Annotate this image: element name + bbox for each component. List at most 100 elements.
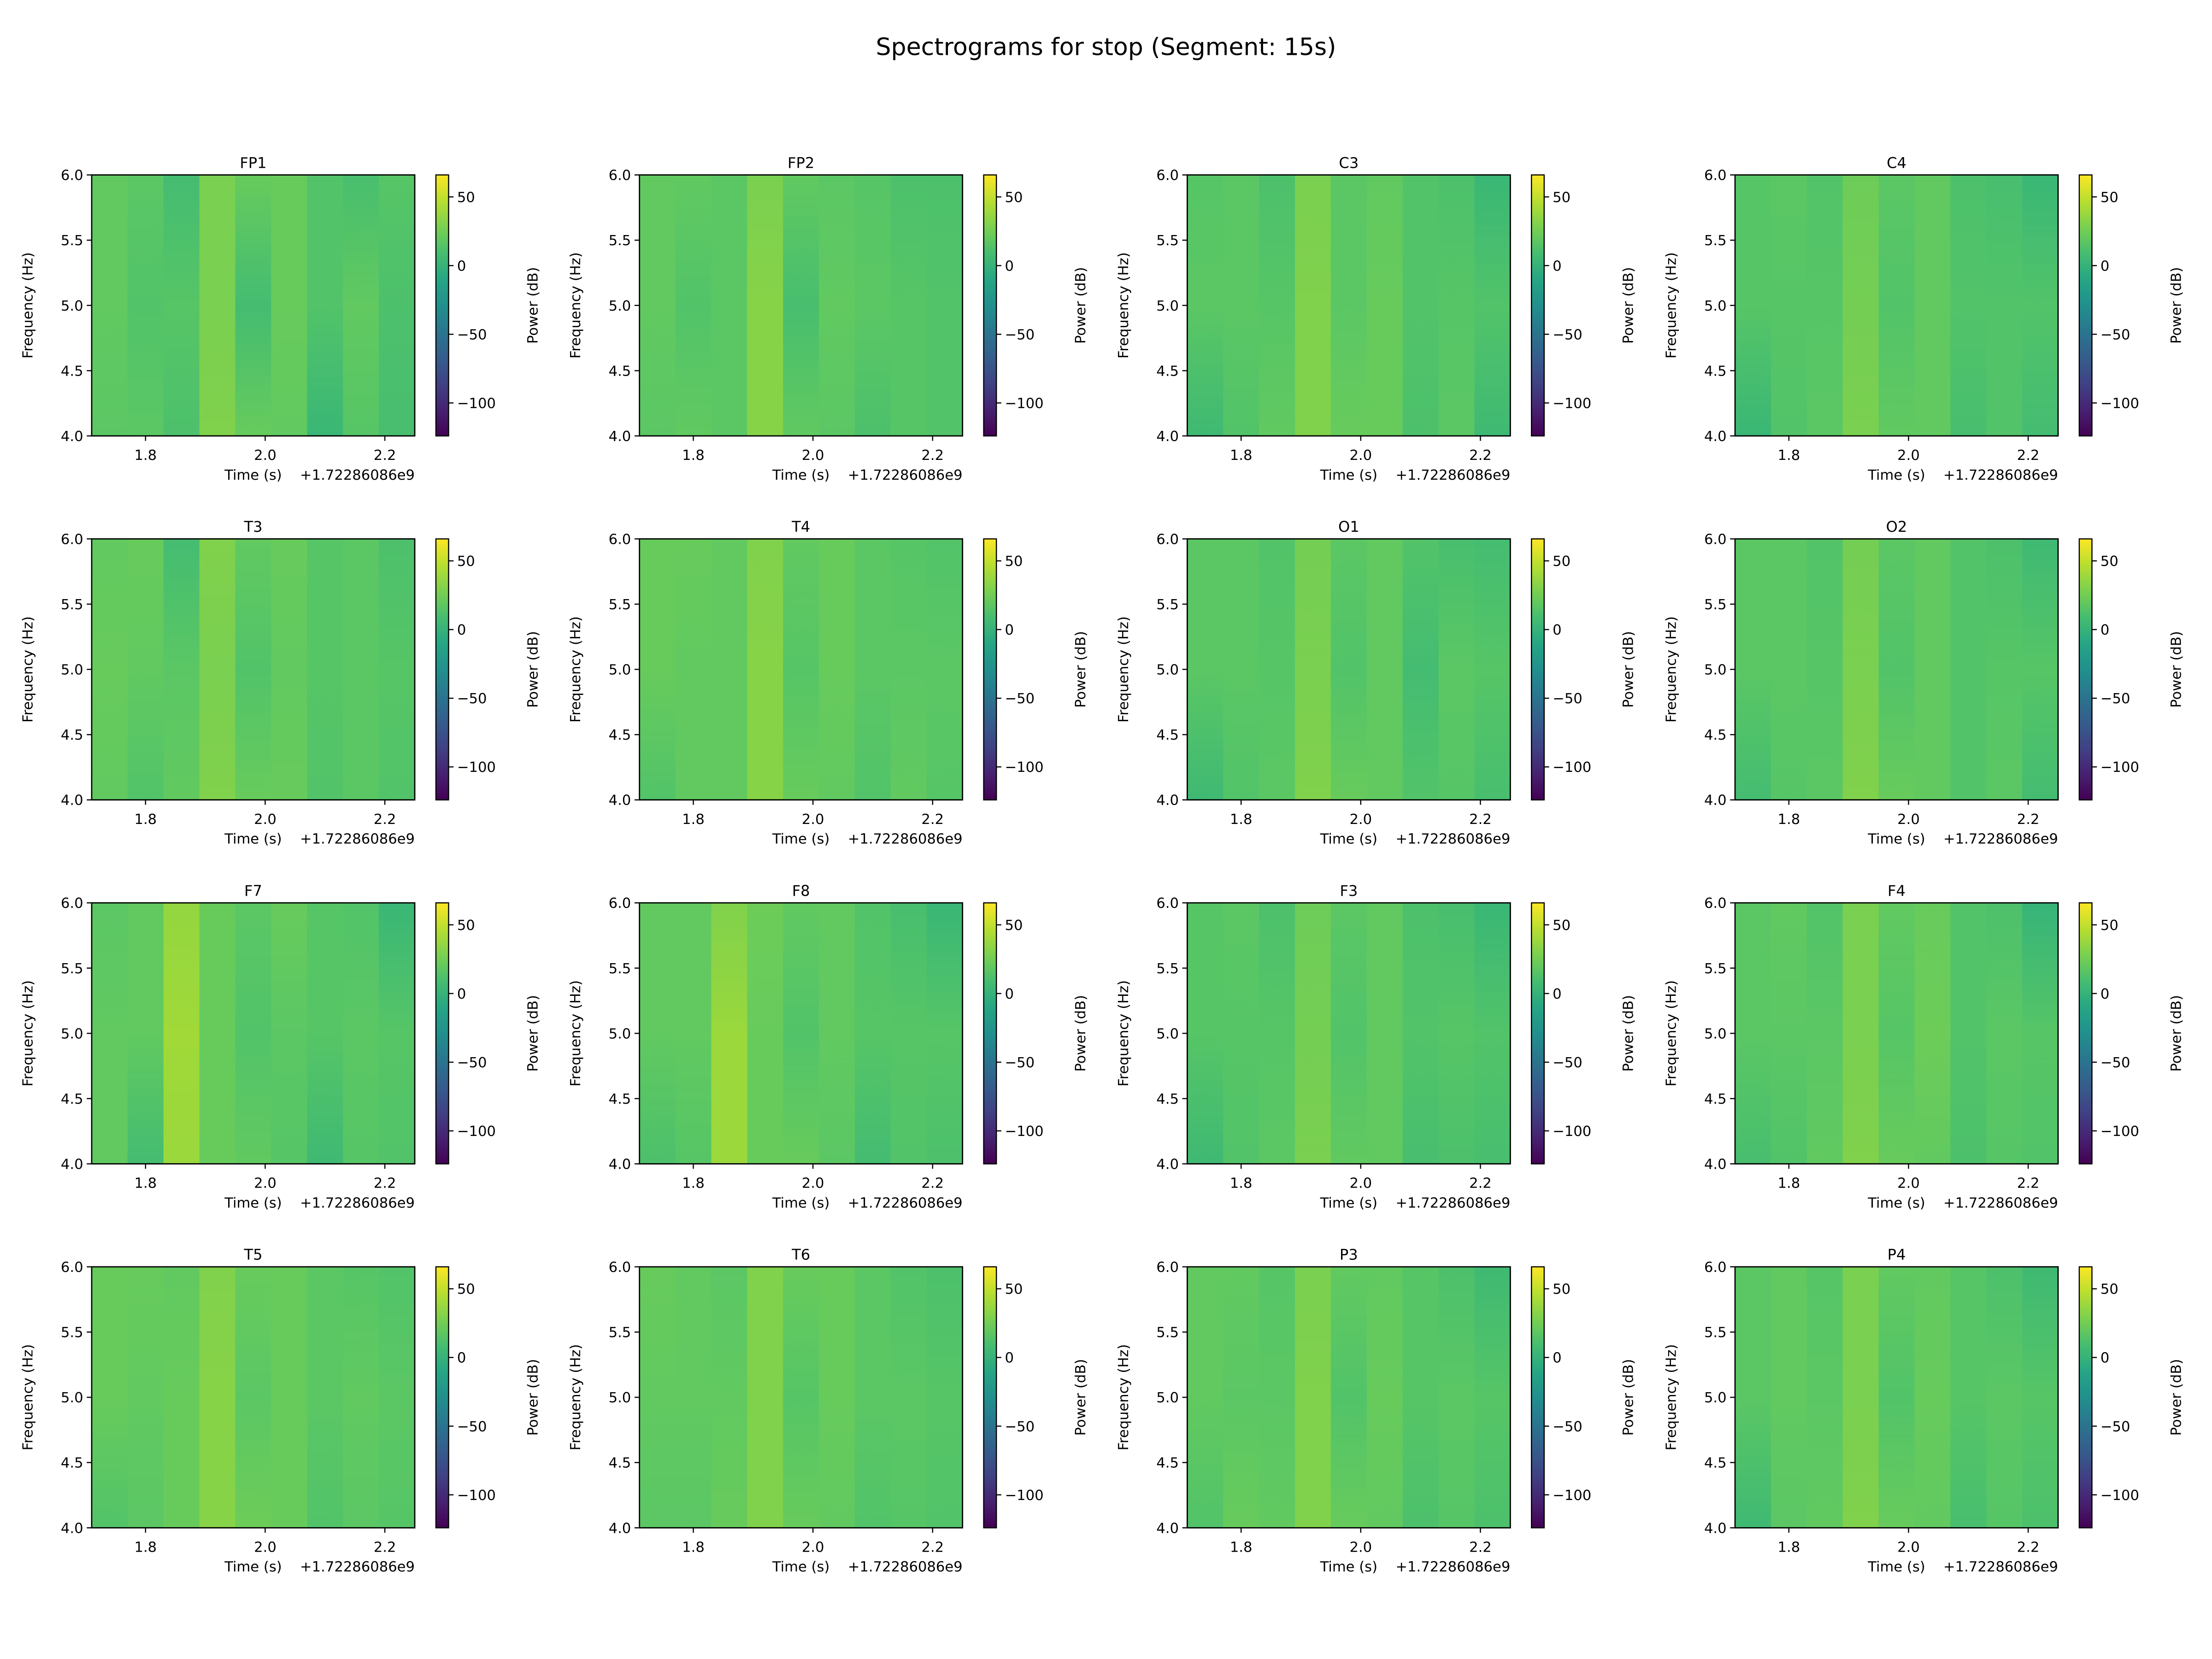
spectrogram-cell [235,539,272,800]
colorbar-tick-label: 0 [1005,258,1014,274]
panel-title: FP2 [788,154,814,171]
y-axis-label: Frequency (Hz) [1116,1344,1132,1451]
x-tick-label: 2.0 [1897,1539,1920,1555]
colorbar-tick-label: 50 [2100,1282,2118,1298]
colorbar-tick-label: 50 [457,553,475,570]
y-tick-label: 5.0 [1156,298,1179,314]
y-tick-label: 5.0 [61,1390,83,1406]
y-tick-label: 4.0 [61,1157,83,1173]
x-offset-text: +1.72286086e9 [1395,467,1510,483]
colorbar-tick-label: −50 [1005,1419,1035,1435]
colorbar-tick-label: 50 [457,918,475,934]
y-tick-label: 5.5 [1704,961,1727,977]
colorbar-tick-label: 0 [1553,986,1561,1002]
x-tick-label: 1.8 [134,1539,157,1555]
x-offset-text: +1.72286086e9 [1943,1195,2058,1211]
panel-c3: C3 4.0 4.5 5.0 5.5 6.0 1.8 2.0 2.2 Time (s) +1.722… [1116,154,1637,483]
colorbar-tick-label: 0 [457,1350,466,1366]
y-tick-label: 6.0 [1156,895,1179,912]
x-tick-label: 2.2 [921,1176,944,1192]
spectrogram-cell [1806,903,1843,1164]
spectrogram-cell [675,539,712,800]
axes-frame [639,174,964,437]
y-tick-label: 6.0 [1704,168,1727,184]
spectrogram-cell [1474,903,1511,1164]
colorbar-tick-label: −50 [1553,1419,1583,1435]
spectrogram-cell [675,903,712,1164]
spectrogram-cell [127,1266,164,1528]
y-tick-label: 6.0 [609,1259,631,1276]
spectrogram-cell [855,539,892,800]
y-axis-label: Frequency (Hz) [568,252,584,359]
colorbar-tick-label: −50 [457,1419,487,1435]
spectrogram-cell [711,539,748,800]
spectrogram-cell [379,175,416,436]
x-axis-label: Time (s) [772,1559,830,1575]
colorbar-tick-label: −50 [1005,691,1035,707]
x-offset-text: +1.72286086e9 [1395,831,1510,847]
colorbar-tick-label: −100 [457,395,496,412]
colorbar-tick-label: 50 [1005,918,1023,934]
spectrogram-cell [1735,175,1772,436]
spectrogram-cell [675,175,712,436]
spectrogram-cell [1474,175,1511,436]
x-tick-label: 2.0 [1897,812,1920,828]
x-tick-label: 1.8 [682,1176,705,1192]
y-tick-label: 6.0 [61,168,83,184]
colorbar-label: Power (dB) [1073,995,1089,1072]
y-tick-label: 6.0 [1704,895,1727,912]
y-tick-label: 6.0 [609,531,631,547]
panel-o1: O1 4.0 4.5 5.0 5.5 6.0 1.8 2.0 2.2 Time (s) +1.722… [1116,518,1637,847]
spectrogram-cell [1438,903,1475,1164]
colorbar-tick-label: 0 [1005,986,1014,1002]
colorbar-tick-label: 50 [2100,918,2118,934]
panel-o2: O2 4.0 4.5 5.0 5.5 6.0 1.8 2.0 2.2 Time (s) +1.722… [1663,518,2184,847]
x-axis-label: Time (s) [1320,1195,1377,1211]
colorbar-label: Power (dB) [1073,1359,1089,1436]
panel-title: T3 [243,518,262,535]
panels-grid: FP1 4.0 4.5 5.0 5.5 6.0 1.8 2.0 2.2 Time (s) +1.72… [20,154,2184,1575]
colorbar-label: Power (dB) [1073,267,1089,344]
y-tick-label: 5.5 [61,233,83,249]
colorbar-tick-label: 50 [2100,553,2118,570]
y-tick-label: 4.0 [1704,1520,1727,1536]
spectrogram-cell [711,903,748,1164]
spectrogram-cell [271,539,308,800]
panel-title: O2 [1886,518,1907,535]
colorbar-tick-label: −50 [1553,691,1583,707]
x-tick-label: 2.0 [1349,447,1372,464]
y-tick-label: 4.5 [61,1455,83,1471]
spectrogram-cell [1295,175,1332,436]
y-tick-label: 4.5 [61,1091,83,1107]
colorbar-tick-label: −100 [1553,1488,1591,1504]
y-tick-label: 4.5 [609,1091,631,1107]
x-offset-text: +1.72286086e9 [1943,1559,2058,1575]
panel-t5: T5 4.0 4.5 5.0 5.5 6.0 1.8 2.0 2.2 Time (s) +1.722… [20,1246,541,1576]
colorbar-tick-label: −100 [1005,1124,1044,1140]
spectrogram-cell [1771,1266,1808,1528]
spectrogram-cell [926,1266,963,1528]
x-axis-label: Time (s) [1320,467,1377,483]
x-offset-text: +1.72286086e9 [1943,467,2058,483]
y-tick-label: 5.5 [1704,233,1727,249]
panel-title: T5 [243,1246,262,1264]
y-tick-label: 5.0 [61,298,83,314]
y-tick-label: 5.5 [1156,597,1179,613]
colorbar-tick-label: −100 [1005,1488,1044,1504]
colorbar-tick-label: 0 [457,622,466,638]
colorbar-tick-label: −50 [2100,327,2130,343]
spectrogram-cell [163,175,200,436]
panel-f3: F3 4.0 4.5 5.0 5.5 6.0 1.8 2.0 2.2 Time (s) +1.722… [1116,882,1637,1212]
y-tick-label: 6.0 [1156,531,1179,547]
y-tick-label: 5.5 [61,597,83,613]
x-axis-label: Time (s) [772,467,830,483]
y-tick-label: 5.0 [609,298,631,314]
spectrogram-cell [1474,539,1511,800]
y-axis-label: Frequency (Hz) [1663,616,1679,723]
y-axis-label: Frequency (Hz) [1663,1344,1679,1451]
spectrogram-cell [711,1266,748,1528]
x-tick-label: 2.2 [921,447,944,464]
spectrogram-cell [675,1266,712,1528]
y-axis-label: Frequency (Hz) [1116,980,1132,1087]
spectrogram-cell [2022,539,2059,800]
